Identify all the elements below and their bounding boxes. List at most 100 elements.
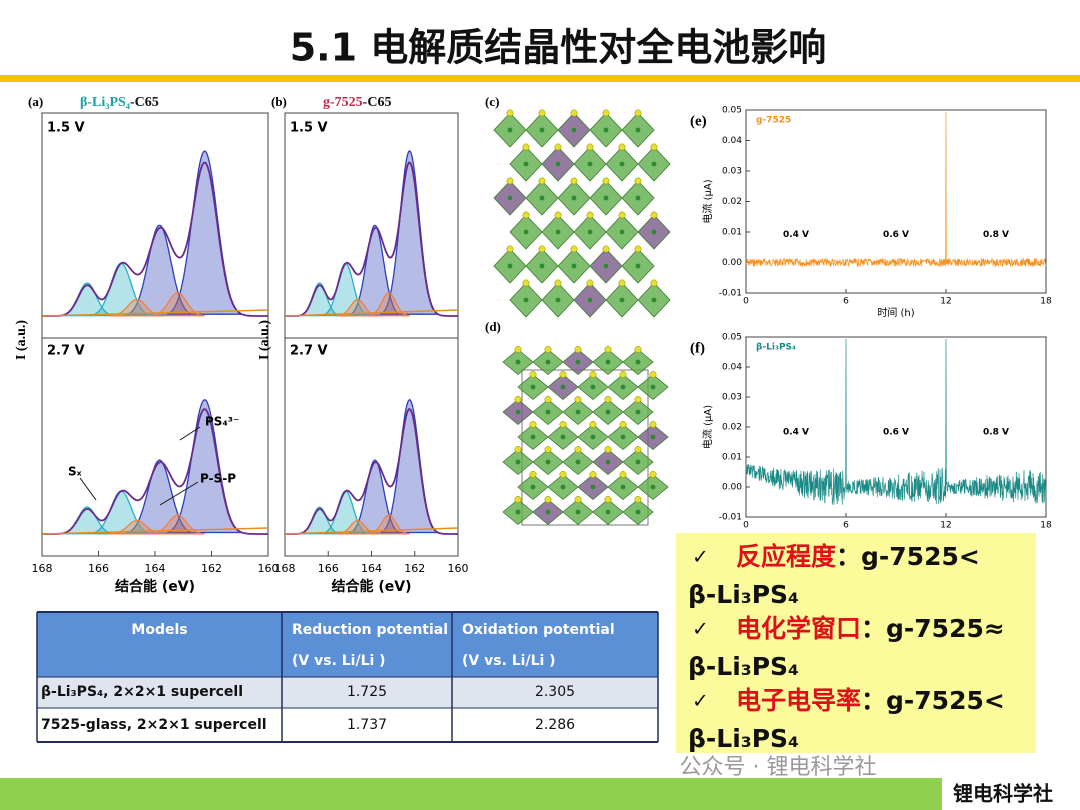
atom — [589, 371, 597, 378]
atom — [554, 211, 562, 219]
atom — [529, 371, 537, 378]
atom — [649, 421, 657, 428]
atom — [635, 127, 641, 133]
atom — [570, 109, 578, 117]
table-cell: 2.305 — [535, 684, 575, 700]
crystal-panels: (c) (d) — [485, 94, 671, 526]
atom — [507, 195, 513, 201]
atom — [522, 143, 530, 151]
bullet: ✓ — [692, 545, 709, 569]
atom — [575, 359, 581, 365]
atom — [507, 127, 513, 133]
atom — [545, 409, 551, 415]
atom — [570, 177, 578, 185]
atom — [602, 245, 610, 253]
bullet: ✓ — [692, 689, 709, 713]
panel-label: (e) — [690, 113, 707, 129]
atom — [634, 346, 642, 353]
x-tick-label: 162 — [404, 562, 425, 575]
x-tick-label: 168 — [275, 562, 296, 575]
atom — [559, 421, 567, 428]
atom — [634, 177, 642, 185]
atom — [529, 421, 537, 428]
atom — [587, 297, 593, 303]
annotation-arrow — [159, 481, 199, 506]
y-tick-label: 0.03 — [722, 393, 742, 403]
y-axis-label: 电流 (μA) — [701, 405, 714, 449]
atom — [586, 143, 594, 151]
atom — [574, 346, 582, 353]
fit-peak — [167, 150, 245, 315]
atom — [618, 279, 626, 287]
panel-title-material: β-Li₃PS₄ — [80, 95, 131, 110]
x-tick-label: 166 — [88, 562, 109, 575]
atom — [651, 161, 657, 167]
fit-peak — [380, 398, 441, 534]
atom — [538, 177, 546, 185]
panel-label: (a) — [28, 94, 43, 109]
atom — [587, 161, 593, 167]
voltage-label: 1.5 V — [290, 121, 328, 136]
atom — [620, 484, 626, 490]
atom — [559, 371, 567, 378]
y-tick-label: 0.05 — [722, 106, 742, 116]
atom — [634, 109, 642, 117]
atom — [523, 161, 529, 167]
atom — [514, 496, 522, 503]
atom — [529, 471, 537, 478]
table-header-cell: Models — [131, 622, 187, 638]
conclusion-material: β-Li₃PS₄ — [688, 580, 799, 609]
atom — [619, 421, 627, 428]
current-trace — [745, 111, 1047, 268]
atom — [603, 195, 609, 201]
voltage-label: 1.5 V — [47, 121, 85, 136]
step-label: 0.4 V — [783, 428, 809, 438]
atom — [506, 245, 514, 253]
atom — [590, 384, 596, 390]
atom — [634, 496, 642, 503]
panel-label: (c) — [485, 94, 499, 109]
step-label: 0.6 V — [883, 230, 909, 240]
fit-envelope — [285, 408, 458, 535]
x-tick-label: 0 — [743, 297, 749, 307]
atom — [605, 509, 611, 515]
atom — [545, 509, 551, 515]
atom — [539, 127, 545, 133]
table-header-cell: Oxidation potential — [462, 622, 615, 638]
atom — [560, 484, 566, 490]
table-header-bg — [37, 612, 658, 677]
atom — [605, 359, 611, 365]
atom — [605, 409, 611, 415]
atom — [539, 195, 545, 201]
atom — [604, 446, 612, 453]
atom — [555, 297, 561, 303]
atom — [635, 459, 641, 465]
atom — [571, 127, 577, 133]
x-tick-label: 12 — [940, 521, 951, 531]
atom — [604, 496, 612, 503]
atom — [571, 263, 577, 269]
atom — [620, 384, 626, 390]
conclusion-relation: ：g-7525< — [836, 542, 980, 571]
panel-label: (f) — [690, 340, 705, 356]
atom — [589, 471, 597, 478]
x-tick-label: 168 — [32, 562, 53, 575]
atom — [635, 195, 641, 201]
atom — [650, 434, 656, 440]
title-rule — [0, 75, 1080, 82]
conclusion-line: 电子电导率：g-7525< — [736, 686, 1005, 715]
atom — [618, 211, 626, 219]
table-header-cell: (V vs. Li/Li ) — [462, 653, 556, 669]
atom — [514, 446, 522, 453]
atom — [554, 279, 562, 287]
conclusion-line: 电化学窗口：g-7525≈ — [736, 614, 1005, 643]
bullet: ✓ — [692, 617, 709, 641]
x-axis-label: 结合能 (eV) — [115, 578, 195, 595]
annotation: PS₄³⁻ — [205, 415, 239, 429]
atom — [589, 421, 597, 428]
panel-title: β-Li₃PS₄-C65 — [80, 95, 159, 110]
atom — [635, 509, 641, 515]
